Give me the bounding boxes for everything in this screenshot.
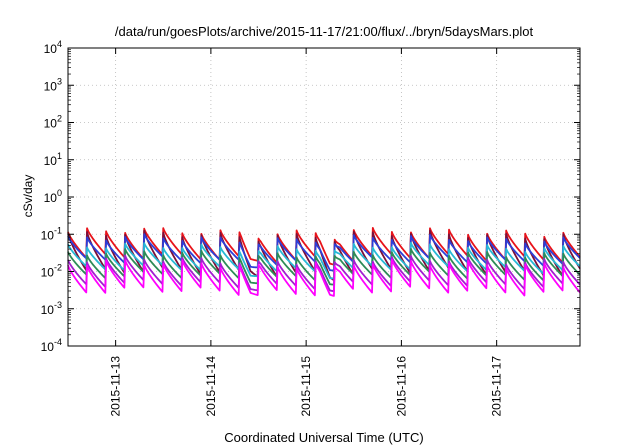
series-line [67,248,581,286]
y-tick-label: 100 [44,188,62,205]
y-tick-label: 10-4 [41,337,62,354]
y-tick-label: 102 [44,114,62,131]
series-lines [67,226,581,297]
chart-title: /data/run/goesPlots/archive/2015-11-17/2… [115,24,534,39]
x-tick-label: 2015-11-14 [204,356,218,417]
series-line [67,241,581,280]
series-line [67,258,581,297]
x-tick-label: 2015-11-16 [394,356,408,417]
series-line [67,254,581,293]
axis-ticks: 10-4 10-3 10-2 10-1 100 101 102 103 104 2015-11-1… [41,39,580,417]
y-tick-label: 10-3 [41,300,62,317]
x-tick-label: 2015-11-15 [299,356,313,417]
x-tick-label: 2015-11-13 [109,356,123,417]
series-line [67,233,581,272]
y-tick-label: 101 [44,151,62,168]
y-tick-label: 10-1 [41,225,62,242]
x-tick-label: 2015-11-17 [490,356,504,417]
x-axis-label: Coordinated Universal Time (UTC) [224,430,423,445]
y-tick-label: 103 [44,76,62,93]
series-line [67,226,581,266]
y-tick-label: 10-2 [41,263,62,280]
series-line [67,229,581,282]
y-tick-label: 104 [44,39,62,56]
y-axis-label: cSv/day [21,175,35,218]
